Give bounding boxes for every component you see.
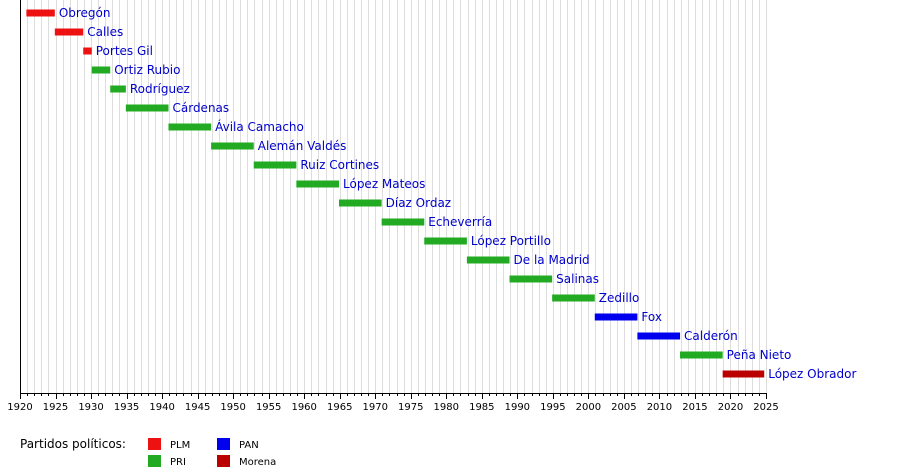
axes [20,0,767,394]
x-tick-label: 1930 [78,402,103,413]
x-tick-label: 1975 [398,402,423,413]
legend-swatch-pan [217,438,230,450]
x-tick-label: 1985 [469,402,494,413]
bar-13 [424,237,467,245]
bar-label: Cárdenas [172,101,229,115]
bar-label: Ruiz Cortines [300,158,379,172]
bar-label: López Portillo [471,234,551,248]
bar-12 [381,218,425,226]
legend-swatch-pri [148,455,161,467]
x-tick-label: 1960 [291,402,316,413]
bar-15 [509,275,553,283]
x-tick-label: 1925 [43,402,68,413]
x-tick-label: 2015 [682,402,707,413]
bar-label: Díaz Ordaz [386,196,451,210]
x-tick-label: 1920 [7,402,32,413]
bar-10 [296,180,340,188]
bar-4 [91,66,111,74]
legend-swatch-morena [217,455,230,467]
bar-16 [552,294,595,302]
bars-group: Obregón Calles Portes Gil Ortiz Rubio Rodríg… [26,6,856,381]
x-tick-label: 1945 [185,402,210,413]
bar-label: Rodríguez [130,82,190,96]
bar-14 [466,256,510,264]
bar-label: López Obrador [768,367,856,381]
legend-swatch-plm [148,438,161,450]
grid-lines [20,0,767,393]
bar-label: Echeverría [428,215,492,229]
bar-8 [211,142,254,150]
x-tick-label: 1980 [434,402,459,413]
bar-label: Calderón [684,329,738,343]
legend-label: PAN [239,440,259,451]
legend-label: PLM [170,440,190,451]
bar-label: Salinas [556,272,599,286]
x-tick-label: 1950 [220,402,245,413]
bar-1 [26,9,55,17]
bar-3 [83,47,92,55]
legend: Partidos políticos: PLM PRI PAN Morena [20,437,276,468]
bar-2 [54,28,84,36]
bar-label: Calles [87,25,123,39]
x-tick-label: 1935 [114,402,139,413]
legend-label: Morena [239,457,276,468]
bar-label: Peña Nieto [727,348,792,362]
legend-title: Partidos políticos: [20,437,126,451]
bar-7 [168,123,212,131]
bar-label: Fox [641,310,662,324]
x-tick-label: 2025 [753,402,778,413]
bar-label: Ortiz Rubio [114,63,180,77]
bar-label: Ávila Camacho [215,119,304,134]
bar-9 [253,161,297,169]
x-tick-label: 2010 [647,402,672,413]
x-tick-label: 1990 [505,402,530,413]
bar-5 [110,85,126,93]
bar-20 [722,370,765,378]
bar-17 [594,313,638,321]
bar-19 [680,351,723,359]
bar-label: Obregón [59,6,111,20]
bar-label: Portes Gil [96,44,153,58]
bar-6 [125,104,169,112]
x-tick-label: 2005 [611,402,636,413]
x-tick-label: 1965 [327,402,352,413]
x-tick-label: 2020 [718,402,743,413]
legend-label: PRI [170,457,186,468]
bar-label: Zedillo [599,291,640,305]
bar-18 [637,332,681,340]
x-tick-label: 1995 [540,402,565,413]
x-axis-ticks: 1920 1925 1930 1935 1940 1945 1950 1955 1960 1965… [7,393,779,413]
bar-11 [339,199,382,207]
x-tick-label: 2000 [576,402,601,413]
x-tick-label: 1970 [363,402,388,413]
bar-label: López Mateos [343,177,425,191]
x-tick-label: 1955 [256,402,281,413]
bar-label: De la Madrid [514,253,590,267]
bar-label: Alemán Valdés [258,139,347,153]
x-tick-label: 1940 [149,402,174,413]
